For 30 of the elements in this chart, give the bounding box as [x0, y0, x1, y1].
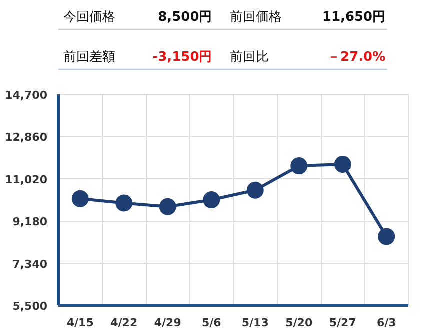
text: 前回比 [230, 50, 270, 65]
x-tick-label: 5/27 [329, 316, 356, 330]
x-tick-label: 4/22 [110, 316, 138, 330]
y-tick-label: 12,860 [5, 131, 48, 144]
point [378, 228, 396, 246]
y-tick-label: 7,340 [12, 258, 48, 271]
point [203, 192, 220, 208]
point [334, 156, 352, 173]
text: 8,500円 [158, 10, 212, 25]
point [246, 182, 264, 199]
text: 11,650円 [322, 10, 386, 25]
x-tick-label: 5/6 [202, 316, 222, 330]
point [290, 158, 308, 175]
text: 前回差額 [63, 50, 116, 65]
x-tick-label: 5/20 [286, 316, 313, 330]
text: 今回価格 [63, 10, 116, 25]
text: 前回価格 [230, 10, 282, 25]
point [116, 194, 133, 212]
point [72, 190, 89, 208]
x-tick-label: 4/15 [66, 316, 94, 330]
y-tick-label: 9,180 [12, 216, 48, 229]
point [159, 198, 176, 216]
x-tick-label: 4/29 [154, 316, 182, 330]
y-tick-label: 14,700 [5, 89, 48, 102]
text: －27.0% [328, 50, 386, 65]
y-tick-label: 11,020 [5, 173, 48, 186]
y-tick-label: 5,500 [12, 300, 48, 313]
text: -3,150円 [152, 50, 212, 65]
x-tick-label: 5/13 [242, 316, 269, 330]
x-tick-label: 6/3 [376, 316, 396, 330]
